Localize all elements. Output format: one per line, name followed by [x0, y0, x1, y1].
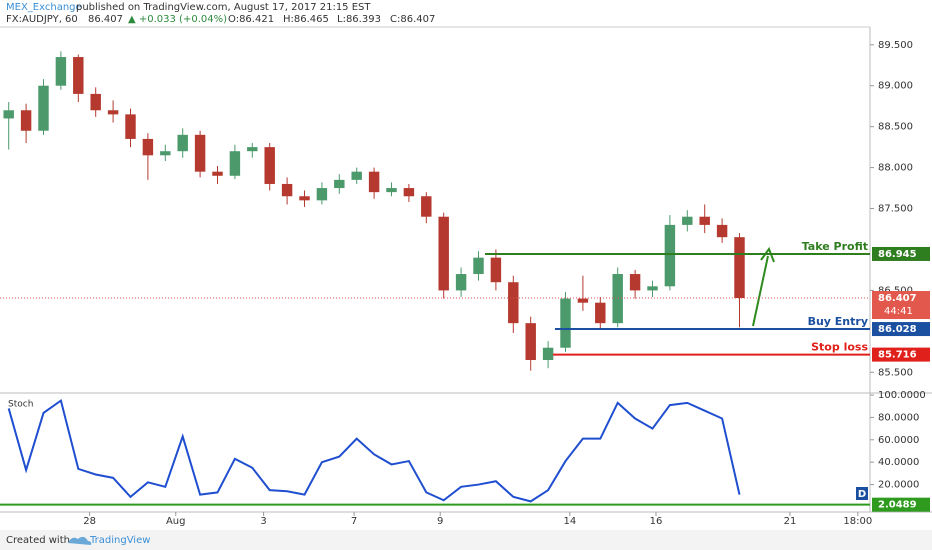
candle-body [20, 110, 32, 131]
candle-body [682, 216, 693, 225]
x-tick-label: 18:00 [843, 516, 872, 527]
logo [68, 536, 92, 545]
candle-body [160, 151, 171, 156]
open: O:86.421 [228, 14, 274, 25]
candle-body [264, 147, 275, 184]
y-tick-label: 88.500 [878, 122, 913, 133]
pane-name: Stoch [8, 400, 33, 410]
last: 86.407 [88, 14, 123, 25]
change: ▲ +0.033 (+0.04%) [128, 14, 227, 25]
candle-body [438, 216, 449, 291]
y-tick-label: 86.500 [878, 285, 913, 296]
badge-box [856, 487, 868, 500]
arrow-head [760, 246, 775, 263]
candle-body [38, 85, 49, 131]
y-tick-label: 89.000 [878, 81, 913, 92]
candle-body [542, 347, 554, 361]
x-tick-label: 3 [260, 516, 266, 527]
x-tick-label: 21 [784, 516, 797, 527]
candle-body [403, 188, 415, 197]
candle-body [316, 188, 328, 201]
badge: D [858, 489, 866, 500]
level-tag [872, 246, 930, 261]
y-tick-label: 80.0000 [878, 412, 919, 423]
footer-brand[interactable]: TradingView [89, 535, 150, 546]
last-price-tag [872, 291, 930, 320]
candle-body [73, 57, 84, 94]
y-tick-label: 60.0000 [878, 435, 919, 446]
candle-body [194, 134, 206, 172]
candle-body [716, 224, 728, 238]
high: H:86.465 [283, 14, 329, 25]
candle-body [508, 282, 519, 324]
candle-body [386, 188, 397, 193]
candle-body [473, 257, 484, 275]
footer-bar [0, 530, 932, 550]
published: published on TradingView.com, August 17,… [76, 2, 371, 13]
candle-body [90, 93, 101, 111]
symbol: FX:AUDJPY, 60 [6, 14, 78, 25]
candle-body [177, 134, 188, 152]
y-tick-label: 89.500 [878, 40, 913, 51]
arrow [752, 255, 769, 327]
candle-body [525, 323, 536, 361]
candle-body [351, 171, 362, 180]
x-tick-label: 28 [83, 516, 96, 527]
y-tick-label: 20.0000 [878, 480, 919, 491]
candle-body [455, 274, 467, 291]
candle-body [629, 274, 641, 291]
candle-body [3, 110, 14, 119]
level-name: Take Profit [802, 240, 868, 253]
last-price-label: 86.407 [878, 293, 917, 304]
candle-body [490, 257, 502, 283]
candle-body [281, 183, 293, 197]
stoch-line [7, 398, 741, 503]
x-tick-label: Aug [166, 516, 186, 527]
candle-body [334, 179, 345, 189]
candle-body [421, 196, 432, 217]
x-tick-label: 7 [351, 516, 357, 527]
candle-body [595, 302, 606, 324]
close: C:86.407 [390, 14, 435, 25]
candle-body [142, 138, 154, 156]
candle-body [577, 298, 589, 303]
level-name: Stop loss [811, 341, 868, 354]
level-label: 85.716 [878, 350, 917, 361]
candle-body [107, 110, 119, 115]
candle-body [612, 274, 623, 324]
y-tick-label: 100.0000 [878, 390, 926, 401]
candle-body [699, 216, 710, 225]
candle-body [560, 298, 571, 348]
x-tick-label: 9 [437, 516, 443, 527]
candle-body [647, 286, 658, 291]
level-tag [872, 322, 930, 337]
y-tick-label: 40.0000 [878, 457, 919, 468]
countdown: 44:41 [884, 306, 913, 317]
y-tick-label: 85.500 [878, 367, 913, 378]
y-tick-label: 88.000 [878, 163, 913, 174]
x-tick-label: 14 [563, 516, 576, 527]
level-name: Buy Entry [808, 315, 868, 328]
candle-body [299, 196, 310, 201]
candle-body [55, 57, 67, 86]
footer-created: Created with [6, 535, 70, 546]
candle-body [368, 171, 380, 193]
stoch-level-tag [872, 497, 930, 512]
level-tag [872, 347, 930, 362]
candle-body [734, 237, 745, 299]
candle-body [212, 171, 223, 176]
candle-body [664, 224, 676, 287]
candle-body [247, 147, 258, 152]
author[interactable]: MEX_Exchange [6, 2, 82, 13]
level-label: 86.945 [878, 249, 917, 260]
x-tick-label: 16 [650, 516, 663, 527]
stoch-level-label: 2.0489 [878, 500, 917, 511]
y-tick-label: 87.500 [878, 204, 913, 215]
candle-body [229, 151, 241, 176]
candle-body [125, 114, 136, 139]
low: L:86.393 [337, 14, 381, 25]
level-label: 86.028 [878, 324, 917, 335]
